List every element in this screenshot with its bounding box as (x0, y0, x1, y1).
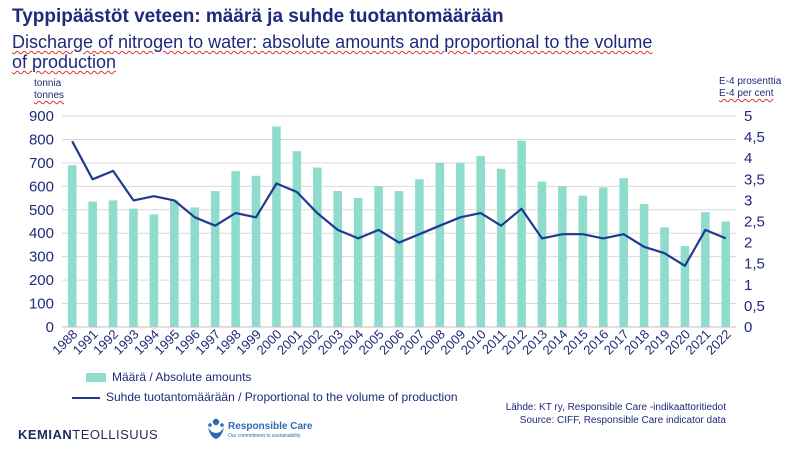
y-right-tick-label: 1 (744, 277, 752, 294)
y-right-tick-label: 4 (744, 150, 752, 167)
y-left-tick-label: 500 (29, 202, 54, 219)
bar (496, 168, 506, 327)
bar (721, 221, 731, 327)
source-note: Lähde: KT ry, Responsible Care -indikaat… (506, 401, 726, 427)
bar (170, 200, 179, 327)
bar (108, 200, 118, 327)
bar (680, 246, 690, 327)
y-right-tick-label: 0 (744, 319, 752, 336)
bar (455, 162, 465, 327)
bar (537, 181, 547, 327)
y-left-tick-label: 0 (46, 319, 54, 336)
left-unit-fi: tonnia (34, 78, 62, 89)
left-axis-unit: tonnia tonnes (34, 78, 64, 102)
y-left-tick-label: 400 (29, 225, 54, 242)
left-unit-en: tonnes (34, 90, 65, 101)
y-left-tick-label: 600 (29, 178, 54, 195)
legend-bar-label: Määrä / Absolute amounts (112, 370, 252, 384)
bar (619, 178, 628, 327)
right-axis-unit: E-4 prosenttia E-4 per cent (719, 76, 781, 100)
y-right-tick-label: 2,5 (744, 214, 765, 231)
source-line-fi: Lähde: KT ry, Responsible Care -indikaat… (505, 402, 726, 413)
bar (517, 140, 526, 327)
bar (415, 179, 424, 327)
legend-bar-entry: Määrä / Absolute amounts (86, 370, 251, 384)
source-line-en: Source: CIFF, Responsible Care indicator… (519, 415, 726, 426)
bar (558, 186, 567, 327)
y-left-tick-label: 200 (29, 272, 54, 289)
y-right-tick-label: 0,5 (744, 298, 765, 315)
bar (435, 162, 445, 327)
bar (190, 207, 200, 327)
bar (660, 227, 669, 327)
responsible-care-logo: Responsible Care Our commitment to susta… (206, 417, 316, 443)
y-right-tick-label: 5 (744, 108, 752, 125)
bar (67, 165, 77, 327)
legend-line-label: Suhde tuotantomäärään / Proportional to … (106, 390, 458, 404)
bar (639, 203, 649, 327)
brand-rest: TEOLLISUUS (72, 427, 159, 442)
bar (476, 155, 485, 327)
bar (313, 167, 322, 327)
subtitle-line-1: Discharge of nitrogen to water: absolute… (12, 32, 653, 52)
bar (598, 187, 608, 327)
bar (149, 214, 159, 327)
y-right-tick-label: 3 (744, 192, 752, 209)
legend-line-swatch (72, 396, 100, 399)
ratio-line (71, 140, 727, 267)
rc-name: Responsible Care (228, 421, 313, 432)
bar (578, 195, 588, 327)
right-unit-en: E-4 per cent (719, 88, 774, 99)
bar (88, 201, 97, 327)
y-left-tick-label: 800 (29, 131, 54, 148)
brand-bold: KEMIAN (18, 427, 73, 442)
bar (231, 171, 240, 327)
right-unit-fi: E-4 prosenttia (719, 76, 782, 87)
bar (333, 191, 343, 327)
y-right-tick-label: 3,5 (744, 171, 765, 188)
legend-line-entry: Suhde tuotantomäärään / Proportional to … (72, 390, 458, 404)
bar (292, 151, 302, 327)
bar (251, 175, 261, 327)
bar (210, 191, 220, 327)
y-left-tick-label: 300 (29, 249, 54, 266)
y-left-tick-label: 900 (29, 108, 54, 125)
bar (129, 208, 138, 327)
y-right-tick-label: 1,5 (744, 256, 765, 273)
y-right-tick-label: 2 (744, 235, 752, 252)
legend-bar-swatch (86, 373, 106, 383)
kemianteollisuus-logo: KEMIANTEOLLISUUS (18, 427, 158, 442)
subtitle-line-2: of production (12, 52, 117, 72)
responsible-care-hands-icon (208, 418, 224, 439)
bar (272, 126, 281, 327)
bar (394, 191, 404, 327)
y-right-tick-label: 4,5 (744, 129, 765, 146)
bar (353, 198, 363, 327)
chart-title: Typpipäästöt veteen: määrä ja suhde tuot… (12, 6, 504, 27)
y-left-tick-label: 100 (29, 296, 54, 313)
bar (701, 212, 710, 327)
y-left-tick-label: 700 (29, 155, 54, 172)
bar (374, 186, 383, 327)
chart-subtitle: Discharge of nitrogen to water: absolute… (12, 32, 692, 72)
rc-tagline: Our commitment to sustainability (228, 433, 301, 439)
